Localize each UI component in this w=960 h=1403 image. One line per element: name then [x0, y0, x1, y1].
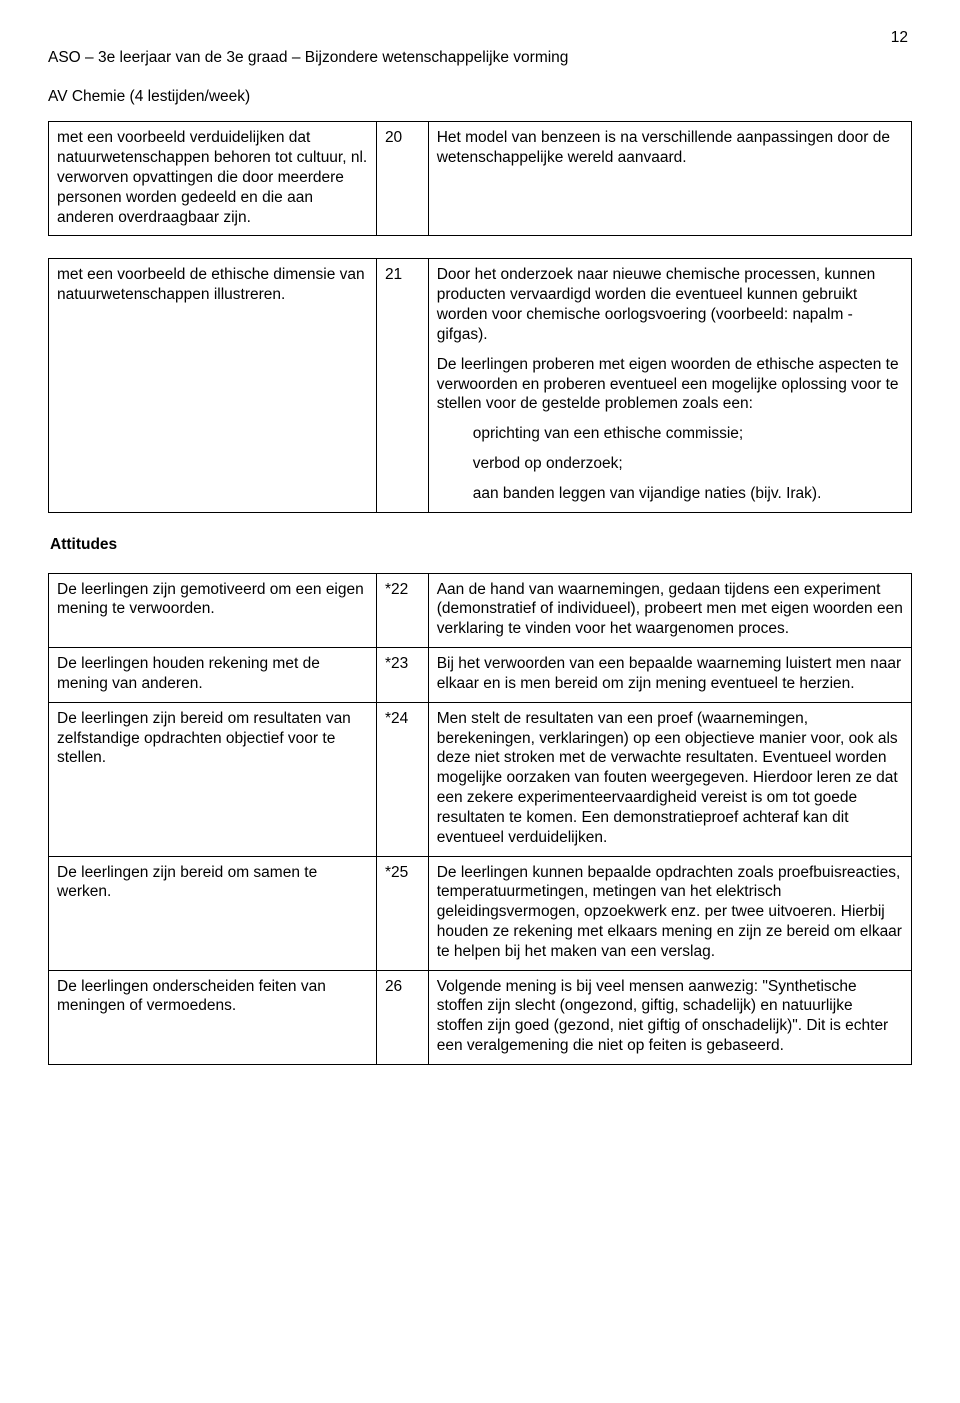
- objective-cell: De leerlingen onderscheiden feiten van m…: [49, 970, 377, 1064]
- description-cell: De leerlingen kunnen bepaalde opdrachten…: [428, 856, 911, 970]
- number-cell: *23: [376, 648, 428, 703]
- page-header: ASO – 3e leerjaar van de 3e graad – Bijz…: [48, 28, 912, 107]
- table-row: De leerlingen zijn bereid om resultaten …: [49, 702, 912, 856]
- attitudes-table: De leerlingen zijn gemotiveerd om een ei…: [48, 573, 912, 1065]
- header-line-1: ASO – 3e leerjaar van de 3e graad – Bijz…: [48, 49, 568, 66]
- header-line-2: AV Chemie (4 lestijden/week): [48, 88, 250, 105]
- list-item: verbod op onderzoek;: [473, 454, 903, 474]
- objective-cell: met een voorbeeld de ethische dimensie v…: [49, 259, 377, 512]
- table-row: De leerlingen houden rekening met de men…: [49, 648, 912, 703]
- table-row: met een voorbeeld de ethische dimensie v…: [49, 259, 912, 512]
- objective-cell: De leerlingen zijn gemotiveerd om een ei…: [49, 573, 377, 647]
- table-row: De leerlingen zijn gemotiveerd om een ei…: [49, 573, 912, 647]
- indented-list: oprichting van een ethische commissie; v…: [437, 424, 903, 503]
- number-cell: *25: [376, 856, 428, 970]
- objective-cell: De leerlingen houden rekening met de men…: [49, 648, 377, 703]
- table-row: De leerlingen onderscheiden feiten van m…: [49, 970, 912, 1064]
- description-cell: Volgende mening is bij veel mensen aanwe…: [428, 970, 911, 1064]
- objective-cell: De leerlingen zijn bereid om samen te we…: [49, 856, 377, 970]
- objective-cell: met een voorbeeld verduidelijken dat nat…: [49, 122, 377, 236]
- number-cell: 20: [376, 122, 428, 236]
- list-item: aan banden leggen van vijandige naties (…: [473, 484, 903, 504]
- description-cell: Bij het verwoorden van een bepaalde waar…: [428, 648, 911, 703]
- table-row-20: met een voorbeeld verduidelijken dat nat…: [48, 121, 912, 236]
- description-cell: Het model van benzeen is na verschillend…: [428, 122, 911, 236]
- description-cell: Men stelt de resultaten van een proef (w…: [428, 702, 911, 856]
- table-row: met een voorbeeld verduidelijken dat nat…: [49, 122, 912, 236]
- number-cell: 21: [376, 259, 428, 512]
- page-number: 12: [891, 28, 912, 48]
- page: ASO – 3e leerjaar van de 3e graad – Bijz…: [0, 0, 960, 1147]
- description-cell: Door het onderzoek naar nieuwe chemische…: [428, 259, 911, 512]
- description-cell: Aan de hand van waarnemingen, gedaan tij…: [428, 573, 911, 647]
- paragraph: De leerlingen proberen met eigen woorden…: [437, 355, 903, 414]
- paragraph: Door het onderzoek naar nieuwe chemische…: [437, 265, 903, 344]
- number-cell: *24: [376, 702, 428, 856]
- objective-cell: De leerlingen zijn bereid om resultaten …: [49, 702, 377, 856]
- table-row-21: met een voorbeeld de ethische dimensie v…: [48, 258, 912, 512]
- number-cell: *22: [376, 573, 428, 647]
- list-item: oprichting van een ethische commissie;: [473, 424, 903, 444]
- table-row: De leerlingen zijn bereid om samen te we…: [49, 856, 912, 970]
- number-cell: 26: [376, 970, 428, 1064]
- header-left: ASO – 3e leerjaar van de 3e graad – Bijz…: [48, 28, 568, 107]
- section-heading-attitudes: Attitudes: [50, 535, 912, 555]
